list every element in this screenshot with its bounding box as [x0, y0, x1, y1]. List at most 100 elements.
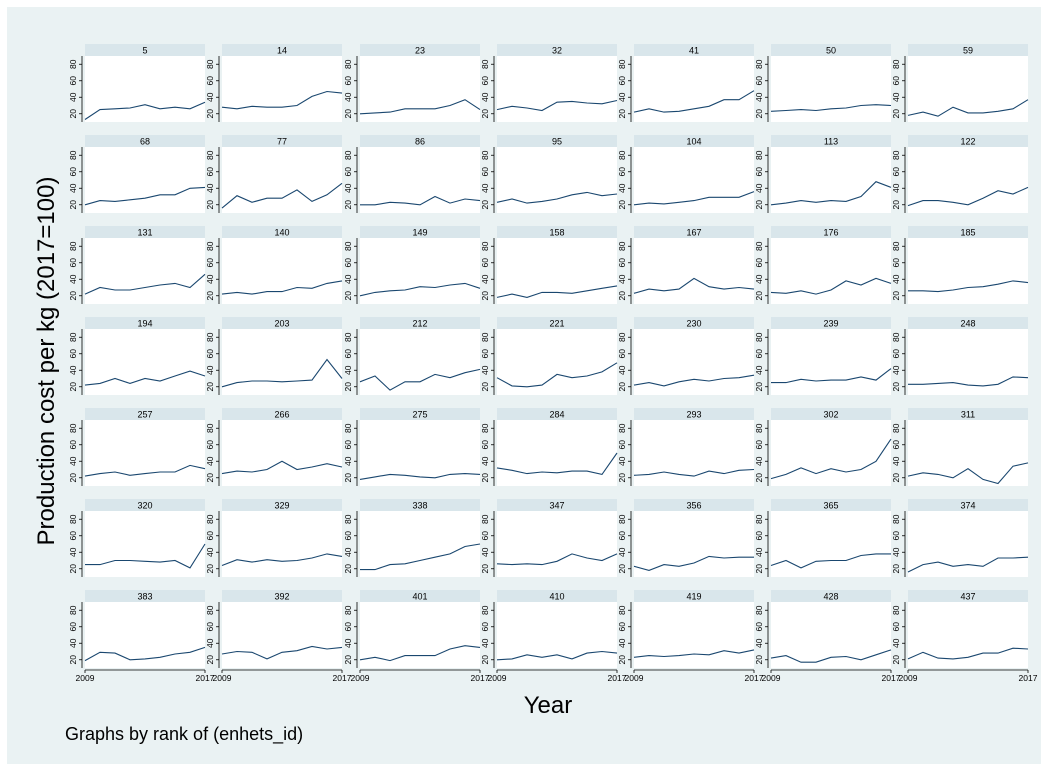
panel-header [771, 499, 891, 511]
y-tick-label: 20 [754, 655, 764, 665]
panel-label: 248 [960, 319, 975, 329]
y-tick-label: 60 [617, 167, 627, 177]
panel-plot-area [222, 511, 342, 577]
panel: 311 20 40 60 80 [891, 408, 1029, 486]
y-tick-label: 80 [205, 514, 215, 524]
panel-header [85, 499, 205, 511]
series-line [496, 452, 618, 476]
y-tick-label: 40 [68, 365, 78, 375]
y-tick-label: 40 [343, 92, 353, 102]
y-tick-label: 20 [617, 564, 627, 574]
y-tick-label: 60 [891, 440, 901, 450]
y-tick-label: 40 [205, 365, 215, 375]
panel-plot-area [360, 56, 480, 122]
panel: 266 20 40 60 80 [205, 408, 343, 486]
y-tick-label: 20 [754, 473, 764, 483]
y-tick-label: 60 [754, 258, 764, 268]
y-tick-label: 60 [205, 622, 215, 632]
panel-header [771, 226, 891, 238]
panel-label: 419 [686, 592, 701, 602]
panel-label: 221 [549, 319, 564, 329]
panel: 14 20 40 60 80 [205, 44, 343, 122]
y-tick-label: 60 [205, 258, 215, 268]
y-tick-label: 80 [205, 241, 215, 251]
series-line [496, 553, 618, 566]
x-tick-label: 2017 [745, 673, 764, 683]
y-tick-label: 40 [205, 183, 215, 193]
panel: 419 20 40 60 80 2009 2017 [617, 590, 764, 683]
panel-label: 284 [549, 410, 564, 420]
y-tick-label: 20 [891, 382, 901, 392]
panel: 248 20 40 60 80 [891, 317, 1029, 395]
panel: 365 20 40 60 80 [754, 499, 891, 577]
series-line [85, 543, 206, 569]
y-tick-label: 80 [617, 241, 627, 251]
series-line [633, 555, 754, 571]
y-tick-label: 60 [891, 76, 901, 86]
y-tick-label: 60 [480, 76, 490, 86]
panel: 131 20 40 60 80 [68, 226, 206, 304]
panel-header [497, 408, 617, 420]
panel-label: 410 [549, 592, 564, 602]
y-tick-label: 20 [343, 291, 353, 301]
y-tick-label: 40 [68, 274, 78, 284]
panel-plot-area [85, 511, 205, 577]
series-line [84, 646, 206, 662]
y-tick-label: 20 [343, 655, 353, 665]
y-tick-label: 80 [68, 514, 78, 524]
panel-label: 14 [277, 46, 287, 56]
y-tick-label: 20 [480, 564, 490, 574]
y-tick-label: 60 [343, 440, 353, 450]
y-tick-label: 40 [891, 638, 901, 648]
series-line [221, 645, 343, 660]
y-tick-label: 20 [205, 655, 215, 665]
panel-header [222, 44, 342, 56]
panel-label: 365 [823, 501, 838, 511]
series-line [633, 277, 755, 294]
panel-label: 428 [823, 592, 838, 602]
y-tick-label: 40 [617, 547, 627, 557]
y-tick-label: 80 [205, 332, 215, 342]
x-tick-label: 2017 [882, 673, 901, 683]
y-tick-label: 40 [343, 274, 353, 284]
panel: 104 20 40 60 80 [617, 135, 755, 213]
series-line [770, 277, 892, 295]
series-line [633, 468, 755, 477]
panel-header [360, 499, 480, 511]
y-axis-title: Production cost per kg (2017=100) [33, 177, 60, 546]
series-line [770, 438, 892, 480]
panel: 167 20 40 60 80 [617, 226, 755, 304]
y-tick-label: 80 [343, 150, 353, 160]
y-tick-label: 20 [343, 473, 353, 483]
panel-plot-area [222, 602, 342, 668]
graphs-by-note: Graphs by rank of (enhets_id) [65, 724, 303, 745]
y-tick-label: 80 [480, 423, 490, 433]
x-tick-label: 2017 [471, 673, 490, 683]
y-tick-label: 20 [205, 564, 215, 574]
panel: 410 20 40 60 80 2009 2017 [480, 590, 627, 683]
panel-plot-area [497, 238, 617, 304]
y-tick-label: 60 [617, 531, 627, 541]
panel-plot-area [222, 147, 342, 213]
y-tick-label: 20 [480, 473, 490, 483]
y-tick-label: 20 [480, 200, 490, 210]
y-tick-label: 20 [617, 655, 627, 665]
y-tick-label: 40 [617, 638, 627, 648]
panel-header [222, 408, 342, 420]
y-tick-label: 60 [205, 531, 215, 541]
panel-plot-area [222, 56, 342, 122]
panel-plot-area [497, 147, 617, 213]
panel-header [908, 499, 1028, 511]
y-tick-label: 60 [617, 622, 627, 632]
y-tick-label: 80 [617, 150, 627, 160]
y-tick-label: 20 [891, 291, 901, 301]
panel-header [222, 499, 342, 511]
panel-plot-area [360, 147, 480, 213]
panel: 113 20 40 60 80 [754, 135, 892, 213]
series-line [633, 374, 755, 387]
series-line [221, 90, 343, 110]
y-tick-label: 20 [480, 109, 490, 119]
panel-plot-area [497, 511, 617, 577]
y-tick-label: 60 [617, 258, 627, 268]
series-line [359, 99, 481, 115]
